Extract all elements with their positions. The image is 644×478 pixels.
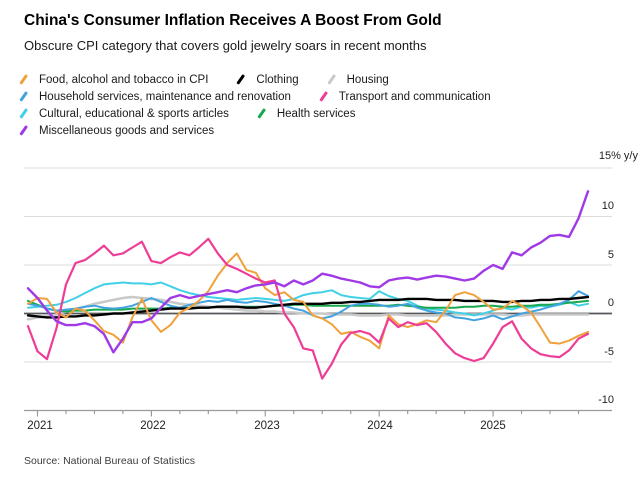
legend-item-label: Household services, maintenance and reno… xyxy=(39,90,291,103)
legend-row-2: Household services, maintenance and reno… xyxy=(17,88,627,105)
x-tick-label-2022: 2022 xyxy=(140,420,166,432)
y-axis-unit-label: 15% y/y xyxy=(598,150,638,162)
legend-item-household-services: Household services, maintenance and reno… xyxy=(17,90,291,103)
series-line-clothing xyxy=(26,295,590,319)
source-note: Source: National Bureau of Statistics xyxy=(24,455,196,467)
series-line-household-services-maintenance-and-renovation xyxy=(27,290,589,322)
series-line-transport-and-communication xyxy=(26,237,590,380)
series-line-miscellaneous-goods-and-services xyxy=(26,190,590,354)
legend-item-clothing: Clothing xyxy=(234,73,299,86)
y-tick-label-5: 5 xyxy=(607,248,614,261)
legend-item-label: Miscellaneous goods and services xyxy=(39,124,215,137)
legend-item-label: Transport and communication xyxy=(338,90,491,103)
legend-item-food: Food, alcohol and tobacco in CPI xyxy=(17,73,208,86)
x-tick-label-2024: 2024 xyxy=(367,420,393,432)
legend-item-housing: Housing xyxy=(325,73,389,86)
y-tick-label-10: 10 xyxy=(601,200,614,212)
legend-item-transport: Transport and communication xyxy=(317,90,491,103)
legend-row-3: Cultural, educational & sports articles … xyxy=(17,105,627,122)
y-tick-label-0: 0 xyxy=(607,297,614,309)
legend-item-label: Clothing xyxy=(256,73,299,86)
legend-row-4: Miscellaneous goods and services xyxy=(17,122,627,139)
x-tick-label-2023: 2023 xyxy=(254,420,280,432)
x-tick-label-2025: 2025 xyxy=(480,420,506,432)
x-tick-label-2021: 2021 xyxy=(27,420,53,432)
legend-item-health: Health services xyxy=(255,107,356,120)
legend-row-1: Food, alcohol and tobacco in CPI Clothin… xyxy=(17,71,627,88)
y-tick-label-neg10: -10 xyxy=(598,394,614,406)
series-line-health-services xyxy=(27,299,589,313)
legend-item-label: Cultural, educational & sports articles xyxy=(39,107,229,120)
legend-item-label: Housing xyxy=(346,73,389,86)
chart-subtitle: Obscure CPI category that covers gold je… xyxy=(24,38,427,53)
chart-title: China's Consumer Inflation Receives A Bo… xyxy=(24,12,442,29)
legend-item-cultural: Cultural, educational & sports articles xyxy=(17,107,229,120)
legend-item-miscellaneous: Miscellaneous goods and services xyxy=(17,124,214,137)
y-tick-label-neg5: -5 xyxy=(604,345,614,358)
legend-item-label: Food, alcohol and tobacco in CPI xyxy=(39,73,209,86)
legend: Food, alcohol and tobacco in CPI Clothin… xyxy=(17,71,627,139)
legend-item-label: Health services xyxy=(276,107,356,120)
